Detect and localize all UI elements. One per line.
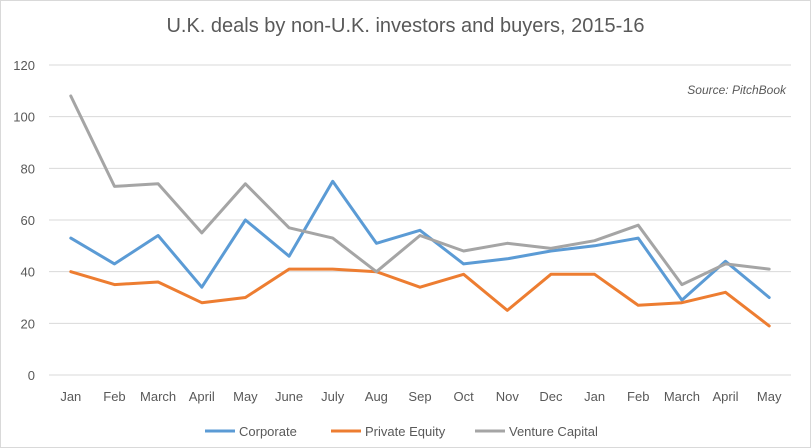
series-line-private-equity <box>69 267 771 328</box>
legend-label-corporate: Corporate <box>239 424 297 439</box>
y-tick-label: 40 <box>21 265 35 280</box>
y-tick-label: 100 <box>13 110 35 125</box>
x-tick-label: April <box>713 389 739 404</box>
legend-label-venture-capital: Venture Capital <box>509 424 598 439</box>
series-line-corporate <box>69 179 771 302</box>
x-tick-label: Feb <box>103 389 125 404</box>
x-tick-label: May <box>757 389 782 404</box>
x-tick-label: Nov <box>496 389 520 404</box>
x-tick-label: Oct <box>454 389 475 404</box>
legend-label-private-equity: Private Equity <box>365 424 446 439</box>
x-tick-label: March <box>140 389 176 404</box>
y-tick-label: 20 <box>21 316 35 331</box>
x-tick-label: Jan <box>584 389 605 404</box>
x-tick-label: Dec <box>539 389 563 404</box>
y-tick-label: 120 <box>13 58 35 73</box>
x-tick-label: June <box>275 389 303 404</box>
y-tick-label: 60 <box>21 213 35 228</box>
x-tick-label: Jan <box>60 389 81 404</box>
x-tick-label: July <box>321 389 345 404</box>
x-tick-label: Aug <box>365 389 388 404</box>
series-line-venture-capital <box>69 94 771 287</box>
x-tick-label: April <box>189 389 215 404</box>
y-tick-label: 0 <box>28 368 35 383</box>
chart-title: U.K. deals by non-U.K. investors and buy… <box>166 15 645 37</box>
x-tick-label: Sep <box>408 389 431 404</box>
y-tick-label: 80 <box>21 161 35 176</box>
x-tick-label: May <box>233 389 258 404</box>
x-tick-label: March <box>664 389 700 404</box>
x-tick-label: Feb <box>627 389 649 404</box>
chart-source-note: Source: PitchBook <box>687 83 786 97</box>
